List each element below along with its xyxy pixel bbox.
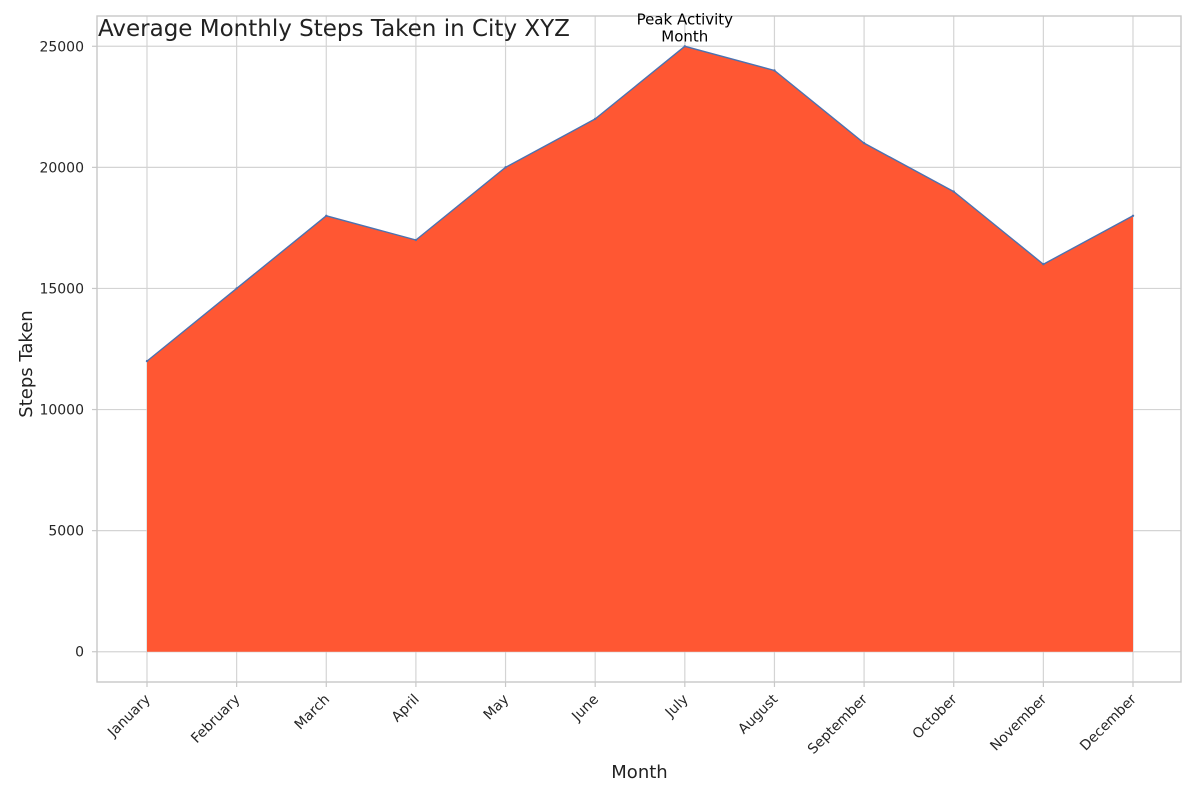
area-layer bbox=[145, 45, 1135, 652]
x-tick-label-may: May bbox=[481, 692, 513, 724]
x-tick-label-april: April bbox=[389, 692, 423, 726]
data-point-september bbox=[862, 141, 866, 145]
y-axis-label: Steps Taken bbox=[16, 310, 37, 417]
x-tick-label-august: August bbox=[735, 691, 781, 737]
data-point-february bbox=[235, 287, 238, 290]
x-tick-label-february: February bbox=[188, 692, 243, 747]
x-axis-label: Month bbox=[611, 762, 667, 783]
data-point-january bbox=[145, 359, 149, 363]
y-tick-label: 5000 bbox=[48, 524, 84, 540]
x-tick-label-december: December bbox=[1077, 691, 1140, 754]
x-tick-label-october: October bbox=[910, 691, 961, 742]
y-tick-label: 10000 bbox=[39, 403, 84, 419]
annotation-text-line: Peak Activity bbox=[637, 10, 734, 28]
x-tick-label-july: July bbox=[662, 692, 692, 722]
x-tick-label-november: November bbox=[987, 691, 1050, 754]
y-tick-label: 0 bbox=[75, 645, 84, 661]
x-tick-label-september: September bbox=[805, 691, 871, 757]
y-tick-label: 25000 bbox=[39, 39, 84, 55]
area-fill bbox=[147, 46, 1133, 652]
data-point-october bbox=[952, 190, 955, 193]
x-tick-label-march: March bbox=[292, 692, 333, 733]
data-point-july bbox=[683, 45, 687, 48]
series-line bbox=[146, 45, 1134, 362]
x-tick-label-january: January bbox=[104, 692, 154, 742]
data-point-august bbox=[773, 69, 776, 72]
data-point-november bbox=[1042, 263, 1045, 266]
annotation-text-line: Month bbox=[661, 27, 708, 45]
data-point-may bbox=[504, 166, 507, 169]
data-point-june bbox=[593, 117, 597, 121]
data-point-march bbox=[325, 214, 328, 217]
x-tick-label-june: June bbox=[568, 692, 602, 726]
data-point-april bbox=[414, 238, 418, 242]
chart-title: Average Monthly Steps Taken in City XYZ bbox=[98, 16, 570, 42]
y-tick-label: 20000 bbox=[39, 160, 84, 176]
y-tick-label: 15000 bbox=[39, 281, 84, 297]
axes-frame bbox=[96, 15, 1182, 683]
data-point-december bbox=[1131, 214, 1135, 217]
